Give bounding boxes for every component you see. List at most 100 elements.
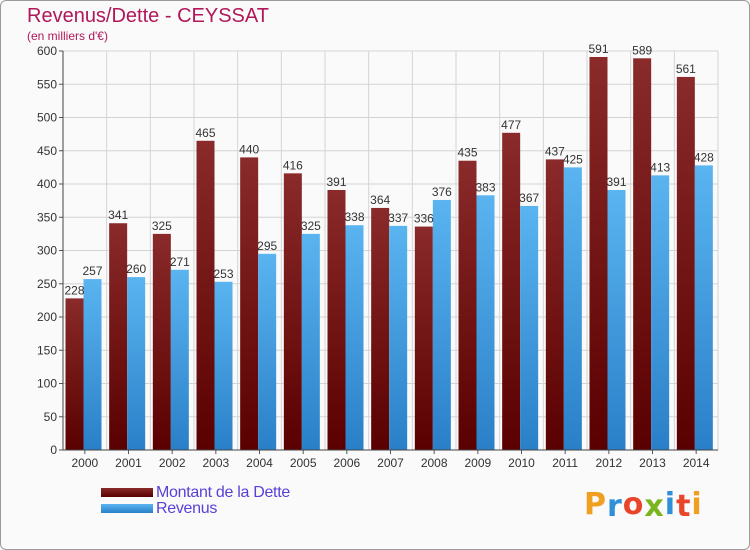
bars — [65, 56, 713, 451]
data-label-dette: 589 — [632, 43, 652, 57]
legend-label-revenus: Revenus — [156, 500, 218, 517]
x-tick-label: 2002 — [159, 456, 186, 470]
bar-dette — [65, 298, 84, 450]
chart-title: Revenus/Dette - CEYSSAT — [27, 5, 269, 27]
logo-letter: P — [584, 487, 607, 522]
bar-revenus — [258, 253, 277, 450]
y-tick-label: 350 — [37, 210, 57, 224]
x-tick-label: 2000 — [71, 456, 98, 470]
chart-subtitle: (en milliers d'€) — [27, 29, 108, 43]
logo-letter: o — [622, 487, 645, 522]
x-tick-label: 2008 — [421, 456, 448, 470]
data-label-dette: 591 — [588, 42, 608, 56]
x-tick-label: 2010 — [508, 456, 535, 470]
bar-revenus — [607, 189, 626, 451]
data-label-revenus: 253 — [213, 267, 233, 281]
x-tick-label: 2006 — [333, 456, 360, 470]
bar-revenus — [127, 277, 146, 450]
data-label-dette: 416 — [283, 158, 303, 172]
x-tick-label: 2012 — [595, 456, 622, 470]
bar-dette — [502, 132, 521, 451]
data-label-dette: 391 — [326, 175, 346, 189]
logo-letter: t — [676, 489, 692, 524]
data-label-revenus: 376 — [432, 185, 452, 199]
x-tick-label: 2005 — [290, 456, 317, 470]
data-label-dette: 341 — [108, 208, 128, 222]
x-tick-label: 2011 — [552, 456, 578, 470]
proxiti-logo: Proxiti — [584, 487, 703, 524]
data-label-dette: 325 — [152, 219, 172, 233]
data-label-revenus: 260 — [126, 262, 146, 276]
x-tick-label: 2009 — [464, 456, 491, 470]
data-label-dette: 465 — [195, 126, 215, 140]
data-label-revenus: 367 — [519, 191, 539, 205]
logo-letter: x — [644, 489, 665, 524]
y-tick-label: 50 — [44, 410, 58, 424]
data-label-dette: 440 — [239, 142, 259, 156]
x-tick-label: 2003 — [202, 456, 229, 470]
bar-revenus — [476, 195, 495, 450]
bar-dette — [327, 189, 346, 451]
data-label-revenus: 413 — [650, 160, 670, 174]
x-tick-label: 2014 — [683, 456, 710, 470]
bar-revenus — [520, 205, 539, 450]
bar-dette — [109, 223, 128, 450]
bar-revenus — [301, 233, 320, 450]
legend-label-dette: Montant de la Dette — [156, 484, 290, 501]
bar-revenus — [170, 269, 189, 450]
data-label-revenus: 337 — [388, 211, 408, 225]
data-label-revenus: 325 — [301, 219, 321, 233]
logo-letter: i — [664, 487, 677, 522]
bar-dette — [589, 56, 608, 451]
y-tick-label: 300 — [37, 244, 57, 258]
data-label-dette: 435 — [457, 146, 477, 160]
bar-dette — [676, 76, 695, 450]
data-label-dette: 561 — [676, 62, 696, 76]
y-tick-label: 600 — [37, 44, 57, 58]
data-label-revenus: 428 — [694, 150, 714, 164]
axes: 0 50 100 150 200 250 300 350 400 450 500 550 600 2000… — [37, 44, 718, 470]
bar-dette — [633, 58, 652, 450]
y-tick-label: 250 — [37, 277, 57, 291]
data-label-dette: 336 — [414, 212, 434, 226]
y-tick-label: 150 — [37, 343, 57, 357]
x-tick-label: 2007 — [377, 456, 404, 470]
logo-letter: r — [607, 489, 623, 524]
data-label-revenus: 271 — [170, 255, 190, 269]
y-tick-label: 500 — [37, 111, 57, 125]
bar-dette — [283, 173, 302, 451]
data-label-revenus: 391 — [606, 175, 626, 189]
y-tick-label: 550 — [37, 77, 57, 91]
y-tick-label: 0 — [50, 443, 57, 457]
legend-swatch-revenus — [101, 504, 153, 513]
bar-revenus — [651, 175, 670, 451]
data-label-dette: 364 — [370, 193, 390, 207]
bar-revenus — [432, 199, 451, 450]
y-tick-label: 200 — [37, 310, 57, 324]
data-label-revenus: 383 — [475, 180, 495, 194]
y-tick-label: 400 — [37, 177, 57, 191]
data-label-revenus: 338 — [344, 210, 364, 224]
bar-revenus — [389, 225, 408, 450]
bar-revenus — [563, 167, 582, 450]
legend-swatch-dette — [101, 488, 153, 497]
y-tick-label: 100 — [37, 377, 57, 391]
bar-revenus — [214, 281, 233, 450]
x-tick-label: 2001 — [115, 456, 142, 470]
logo-letter: i — [691, 487, 703, 522]
data-label-revenus: 295 — [257, 239, 277, 253]
x-tick-label: 2013 — [639, 456, 666, 470]
bar-dette — [545, 159, 564, 450]
data-label-dette: 477 — [501, 118, 521, 132]
bar-revenus — [345, 225, 364, 450]
data-label-revenus: 257 — [82, 264, 102, 278]
bar-revenus — [694, 165, 713, 450]
x-tick-label: 2004 — [246, 456, 273, 470]
bar-dette — [371, 207, 390, 450]
bar-dette — [240, 157, 259, 450]
y-tick-label: 450 — [37, 144, 57, 158]
bar-dette — [458, 160, 477, 450]
bar-revenus — [83, 279, 102, 450]
